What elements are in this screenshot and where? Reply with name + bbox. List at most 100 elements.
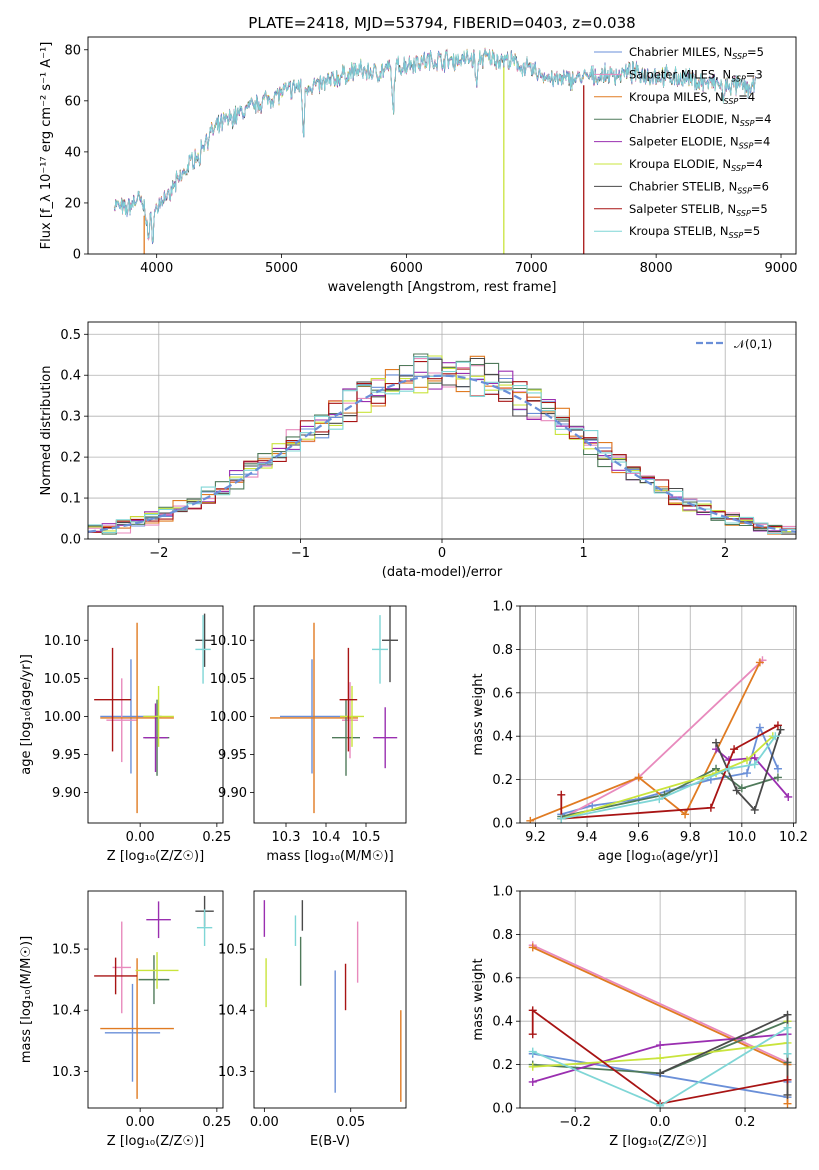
x-axis-label: E(B-V) [310, 1134, 350, 1149]
axes-frame [87, 36, 797, 255]
x-tick-label: 5000 [265, 261, 298, 276]
weight-marker [771, 732, 780, 741]
weight-series-line [715, 748, 789, 798]
panel-weight_vs_age: 9.2 9.4 9.6 9.8 10.0 10.2 0.0 0.2 0.4 0.6 0.8 1.0 ag… [471, 600, 808, 865]
x-tick-label: 0.00 [126, 1115, 155, 1130]
y-tick-label: 0.1 [60, 492, 81, 507]
axes-frame [519, 890, 797, 1109]
x-axis-label: age [log₁₀(age/yr)] [598, 849, 719, 864]
axes-frame [87, 321, 797, 540]
y-tick-label: 0.5 [60, 328, 81, 343]
weight-marker [724, 764, 733, 773]
data-point [340, 685, 364, 747]
data-point [94, 647, 131, 752]
legend-entry: Kroupa MILES, NSSP=4 [629, 90, 755, 106]
x-axis-label: Z [log₁₀(Z/Z☉)] [107, 849, 204, 864]
axes-frame [87, 605, 224, 824]
y-tick-label: 10.5 [218, 943, 247, 958]
data-point [382, 606, 398, 683]
weight-marker [706, 803, 715, 812]
y-tick-label: 0.4 [60, 369, 81, 384]
y-tick-label: 10.05 [44, 672, 81, 687]
weight-marker [656, 1101, 665, 1108]
weight-marker [528, 1006, 537, 1015]
x-tick-label: 0.00 [126, 830, 155, 845]
x-tick-label: 0 [438, 546, 446, 561]
y-axis-label: Flux [f_λ 10⁻¹⁷ erg cm⁻² s⁻¹ A⁻¹] [39, 42, 54, 250]
x-tick-label: 9.2 [525, 830, 546, 845]
y-tick-label: 10.05 [210, 672, 247, 687]
legend-entry: 𝒩(0,1) [734, 337, 772, 351]
y-tick-label: 1.0 [492, 885, 513, 900]
x-axis-label: (data-model)/error [382, 565, 503, 580]
weight-marker [526, 816, 535, 823]
data-point [143, 703, 168, 772]
x-tick-label: 1 [579, 546, 587, 561]
y-tick-label: 0.6 [492, 686, 513, 701]
data-point [100, 958, 174, 1099]
y-tick-label: 0.8 [492, 928, 513, 943]
plot-area [520, 891, 796, 1108]
x-tick-label: 10.5 [352, 830, 381, 845]
x-tick-label: 9.8 [680, 830, 701, 845]
weight-marker [742, 756, 751, 765]
x-tick-label: 10.4 [312, 830, 341, 845]
x-tick-label: 0.05 [336, 1115, 365, 1130]
data-point [138, 955, 170, 1005]
weight-marker [730, 745, 739, 754]
panel-mass_vs_Z: 0.00 0.25 10.3 10.4 10.5 Z [log₁₀(Z/Z☉)] mass … [19, 890, 231, 1149]
axes-frame [253, 605, 407, 824]
y-tick-label: 60 [64, 94, 81, 109]
spectrum-series-line [113, 49, 756, 243]
x-tick-label: 2 [721, 546, 729, 561]
x-tick-label: 0.00 [250, 1115, 279, 1130]
weight-marker [681, 810, 690, 819]
weight-marker [528, 1062, 537, 1071]
legend: Chabrier MILES, NSSP=5 Salpeter MILES, NS… [594, 45, 771, 240]
data-point [270, 622, 358, 814]
y-tick-label: 20 [64, 196, 81, 211]
y-tick-label: 0.6 [492, 971, 513, 986]
x-tick-label: −0.2 [559, 1115, 591, 1130]
x-tick-label: 10.2 [779, 830, 808, 845]
axes-frame [519, 605, 797, 824]
legend-entry: Chabrier ELODIE, NSSP=4 [629, 112, 771, 128]
weight-marker [656, 1054, 665, 1063]
y-tick-label: 0.0 [60, 533, 81, 548]
data-point [106, 678, 138, 763]
data-point [146, 901, 171, 939]
weight-series-line [531, 1008, 788, 1105]
weight-marker [783, 1099, 792, 1108]
y-tick-label: 0.8 [492, 643, 513, 658]
histogram-series-line [88, 356, 796, 534]
normal-reference-curve [88, 374, 796, 533]
weight-marker [750, 760, 759, 769]
x-tick-label: 7000 [515, 261, 548, 276]
y-tick-label: 0.2 [492, 1058, 513, 1073]
weight-marker [755, 723, 764, 732]
y-tick-label: 10.4 [218, 1004, 247, 1019]
legend-entry: Salpeter ELODIE, NSSP=4 [629, 135, 770, 151]
weight-marker [783, 1090, 792, 1099]
weight-series-line [532, 944, 788, 1064]
y-tick-label: 0.2 [492, 773, 513, 788]
x-tick-label: 9.4 [577, 830, 598, 845]
legend-entry: Salpeter STELIB, NSSP=5 [629, 202, 768, 218]
weight-marker [528, 943, 537, 952]
weight-marker [634, 773, 643, 782]
weight-marker [783, 1023, 792, 1032]
weight-series-line [532, 1026, 789, 1107]
x-tick-label: 0.2 [735, 1115, 756, 1130]
x-tick-label: 0.25 [202, 830, 231, 845]
x-tick-label: 9.6 [628, 830, 649, 845]
x-axis-label: Z [log₁₀(Z/Z☉)] [609, 1134, 706, 1149]
weight-marker [737, 784, 746, 793]
panel-residuals: −2 −1 0 1 2 0.0 0.1 0.2 0.3 0.4 0.5 (data-model)/er… [39, 321, 797, 580]
plot-area [270, 606, 398, 814]
x-tick-label: 4000 [140, 261, 173, 276]
legend-entry: Chabrier MILES, NSSP=5 [629, 45, 764, 61]
plot-area [88, 322, 796, 539]
panel-age_vs_mass: 10.3 10.4 10.5 9.90 9.95 10.00 10.05 10.10 mass … [210, 605, 407, 864]
data-point [104, 983, 161, 1082]
